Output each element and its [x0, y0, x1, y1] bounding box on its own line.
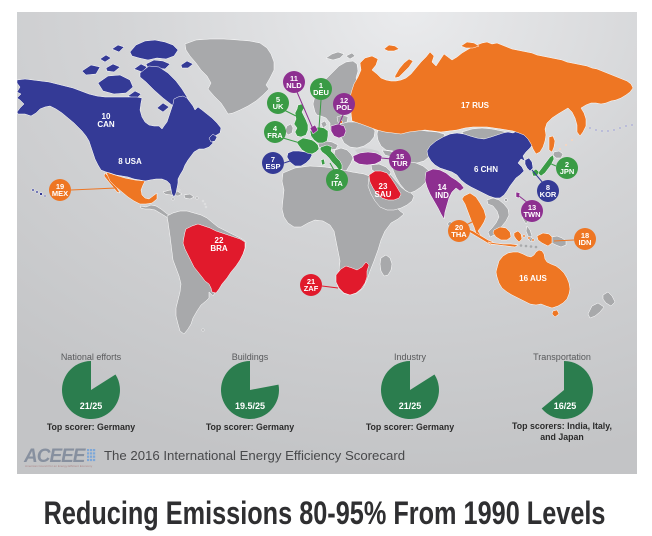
svg-text:Transportation: Transportation [533, 352, 591, 362]
svg-text:UK: UK [273, 102, 284, 111]
svg-text:5: 5 [276, 95, 280, 104]
svg-text:Top scorer: Germany: Top scorer: Germany [206, 422, 294, 432]
svg-text:Top scorer: Germany: Top scorer: Germany [47, 422, 135, 432]
svg-text:IDN: IDN [579, 238, 592, 247]
svg-text:2: 2 [335, 172, 339, 181]
svg-text:4: 4 [273, 124, 278, 133]
svg-text:TUR: TUR [392, 159, 408, 168]
svg-text:15: 15 [396, 152, 404, 161]
svg-text:16 AUS: 16 AUS [519, 274, 547, 283]
svg-text:MEX: MEX [52, 189, 68, 198]
svg-text:ACEEE: ACEEE [23, 446, 87, 467]
svg-text:22: 22 [215, 236, 224, 245]
svg-text:13: 13 [528, 203, 536, 212]
svg-text:11: 11 [290, 74, 298, 83]
svg-text:10: 10 [102, 112, 111, 121]
svg-text:Top scorer: Germany: Top scorer: Germany [366, 422, 454, 432]
svg-text:National efforts: National efforts [61, 352, 122, 362]
svg-text:12: 12 [340, 96, 348, 105]
svg-text:16/25: 16/25 [554, 401, 577, 411]
svg-text:TWN: TWN [523, 210, 540, 219]
svg-text:ZAF: ZAF [304, 284, 319, 293]
svg-text:18: 18 [581, 231, 589, 240]
svg-text:2: 2 [565, 160, 569, 169]
svg-text:NLD: NLD [286, 81, 302, 90]
svg-text:DEU: DEU [313, 88, 329, 97]
svg-text:21/25: 21/25 [80, 401, 103, 411]
svg-text:20: 20 [455, 223, 463, 232]
svg-text:FRA: FRA [267, 131, 283, 140]
svg-text:19.5/25: 19.5/25 [235, 401, 265, 411]
svg-text:The 2016 International Energy: The 2016 International Energy Efficiency… [104, 448, 405, 463]
svg-text:ESP: ESP [265, 162, 280, 171]
svg-text:POL: POL [336, 103, 352, 112]
svg-text:19: 19 [56, 182, 64, 191]
svg-text:THA: THA [451, 230, 467, 239]
svg-text:JPN: JPN [560, 167, 575, 176]
svg-text:IND: IND [435, 191, 449, 200]
svg-text:Top scorers: India, Italy,: Top scorers: India, Italy, [512, 421, 612, 431]
svg-text:6 CHN: 6 CHN [474, 165, 498, 174]
svg-text:Industry: Industry [394, 352, 427, 362]
svg-text:21: 21 [307, 277, 315, 286]
svg-text:1: 1 [319, 81, 323, 90]
svg-text:CAN: CAN [97, 120, 115, 129]
svg-text:Reducing Emissions 80-95% From: Reducing Emissions 80-95% From 1990 Leve… [44, 496, 606, 532]
svg-text:KOR: KOR [540, 190, 557, 199]
svg-text:Buildings: Buildings [232, 352, 269, 362]
svg-text:14: 14 [438, 183, 447, 192]
svg-text:21/25: 21/25 [399, 401, 422, 411]
svg-text:American Council for an Energy: American Council for an Energy-Efficient… [25, 464, 93, 468]
svg-text:17 RUS: 17 RUS [461, 101, 490, 110]
svg-text:7: 7 [271, 155, 275, 164]
svg-text:ITA: ITA [331, 179, 343, 188]
svg-text:and Japan: and Japan [540, 432, 584, 442]
svg-text:8: 8 [546, 183, 550, 192]
svg-text:23: 23 [379, 182, 388, 191]
svg-text:8 USA: 8 USA [118, 157, 142, 166]
svg-text:BRA: BRA [210, 244, 228, 253]
svg-text:SAU: SAU [375, 190, 392, 199]
